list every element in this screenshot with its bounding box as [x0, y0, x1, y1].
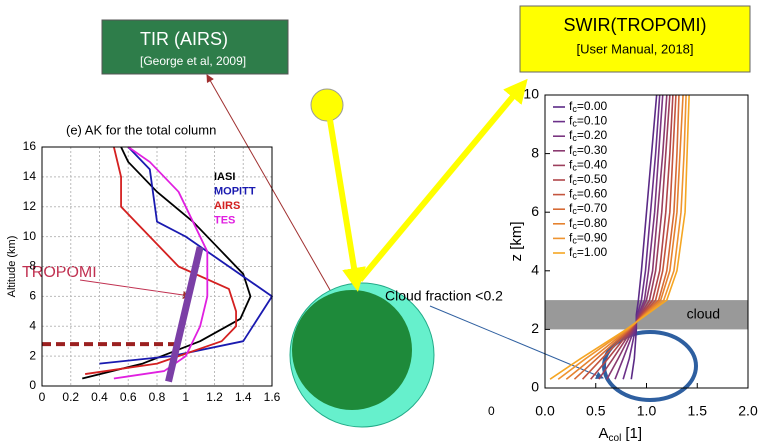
legend-separator: =	[577, 187, 584, 201]
legend-separator: =	[577, 99, 584, 113]
y-tick-label: 10	[23, 229, 37, 243]
legend-value: 0.40	[584, 158, 608, 172]
x-axis-label-base: A	[599, 425, 609, 442]
legend-entry: AIRS	[214, 200, 240, 212]
sun-ray	[330, 120, 356, 280]
chart-title: (e) AK for the total column	[66, 122, 216, 137]
legend-entry: fc=0.30	[569, 143, 608, 158]
legend-value: 0.70	[584, 201, 608, 215]
y-tick-label: 6	[531, 203, 539, 219]
legend-separator: =	[577, 201, 584, 215]
legend-entry: fc=0.80	[569, 216, 608, 231]
y-axis-label: Altitude (km)	[6, 236, 18, 298]
cloud-fraction-label: Cloud fraction <0.2	[385, 288, 503, 304]
x-tick-label: 0.2	[62, 390, 79, 404]
legend-entry: MOPITT	[214, 185, 256, 197]
legend-value: 0.00	[584, 99, 608, 113]
legend-entry: fc=1.00	[569, 245, 608, 260]
x-tick-label: 0.4	[91, 390, 108, 404]
x-tick-label: 1.2	[206, 390, 223, 404]
stray-label: 0	[488, 404, 495, 418]
y-tick-label: 8	[531, 144, 539, 160]
legend-value: 0.20	[584, 128, 608, 142]
legend-value: 1.00	[584, 245, 608, 259]
x-axis-label-unit: [1]	[625, 425, 642, 442]
y-tick-label: 14	[23, 169, 37, 183]
x-axis-label-sub: col	[609, 433, 622, 444]
x-tick-label: 0.5	[586, 403, 606, 419]
y-tick-label: 2	[29, 348, 36, 362]
x-tick-label: 1.0	[637, 403, 657, 419]
x-tick-label: 0.0	[535, 403, 555, 419]
legend-entry: fc=0.70	[569, 201, 608, 216]
legend-value: 0.80	[584, 216, 608, 230]
legend-separator: =	[577, 231, 584, 245]
x-tick-label: 1.5	[688, 403, 708, 419]
profile-line	[631, 95, 656, 379]
tir-ref: [George et al, 2009]	[140, 54, 246, 68]
legend-entry: fc=0.00	[569, 99, 608, 114]
y-tick-label: 8	[29, 259, 36, 273]
x-axis-label: Acol[1]	[599, 425, 643, 444]
legend-value: 0.10	[584, 114, 608, 128]
profile-band	[169, 247, 201, 381]
x-tick-label: 1.6	[264, 390, 281, 404]
y-tick-label: 2	[531, 320, 539, 336]
y-axis-label: z [km]	[508, 222, 525, 262]
y-tick-label: 10	[523, 86, 539, 102]
y-tick-label: 0	[531, 379, 539, 395]
legend-separator: =	[577, 143, 584, 157]
legend-entry: fc=0.50	[569, 172, 608, 187]
x-tick-label: 2.0	[738, 403, 758, 419]
legend-entry: fc=0.20	[569, 128, 608, 143]
legend-value: 0.50	[584, 172, 608, 186]
legend-entry: fc=0.90	[569, 231, 608, 246]
legend-value: 0.60	[584, 187, 608, 201]
sun	[311, 89, 343, 121]
cloud-inner	[292, 290, 412, 410]
y-tick-label: 6	[29, 289, 36, 303]
legend-separator: =	[577, 172, 584, 186]
x-tick-label: 0.6	[120, 390, 137, 404]
swir-ref: [User Manual, 2018]	[576, 41, 693, 56]
x-tick-label: 0.8	[149, 390, 166, 404]
y-tick-label: 4	[531, 262, 539, 278]
legend-value: 0.90	[584, 231, 608, 245]
y-tick-label: 16	[23, 139, 37, 153]
legend-entry: fc=0.40	[569, 158, 608, 173]
y-tick-label: 12	[23, 199, 37, 213]
legend-entry: fc=0.10	[569, 114, 608, 129]
x-tick-label: 1.4	[235, 390, 252, 404]
y-tick-label: 0	[29, 378, 36, 392]
y-tick-label: 4	[29, 318, 36, 332]
legend-entry: fc=0.60	[569, 187, 608, 202]
x-tick-label: 0	[39, 390, 46, 404]
tropomi-pointer	[80, 280, 190, 296]
legend-separator: =	[577, 128, 584, 142]
band-label: cloud	[687, 305, 720, 321]
legend-separator: =	[577, 216, 584, 230]
legend-entry: TES	[214, 214, 235, 226]
swir-title: SWIR(TROPOMI)	[564, 15, 707, 35]
legend-separator: =	[577, 245, 584, 259]
legend-value: 0.30	[584, 143, 608, 157]
tir-title: TIR (AIRS)	[140, 29, 228, 49]
figure: TIR (AIRS) [George et al, 2009] SWIR(TRO…	[0, 0, 761, 445]
legend-entry: IASI	[214, 171, 235, 183]
reflected-ray	[360, 88, 520, 280]
legend-separator: =	[577, 114, 584, 128]
x-tick-label: 1	[182, 390, 189, 404]
legend-separator: =	[577, 158, 584, 172]
